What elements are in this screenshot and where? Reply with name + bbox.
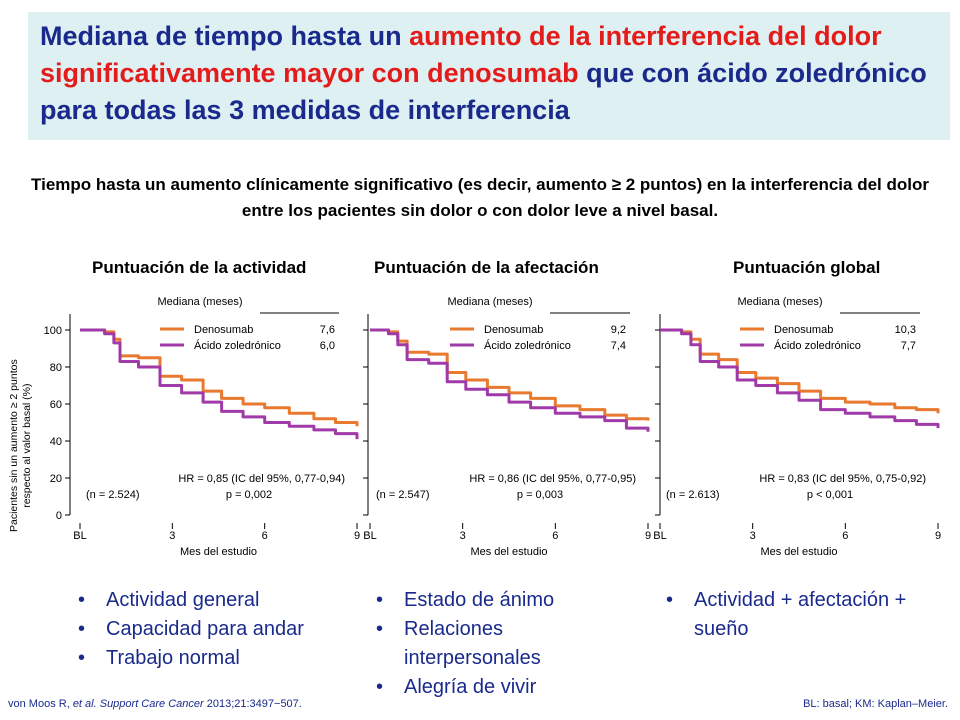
km-curve-zoledronic — [370, 328, 650, 432]
legend-value: 7,7 — [901, 340, 916, 352]
reference: von Moos R, et al. Support Care Cancer 2… — [8, 698, 302, 710]
legend-value: 7,6 — [320, 324, 335, 336]
hazard-ratio-text: HR = 0,86 (IC del 95%, 0,77-0,95) — [469, 473, 636, 485]
km-curve-zoledronic — [660, 328, 940, 429]
reference-citation: 2013;21:3497−507. — [203, 698, 302, 710]
legend-header: Mediana (meses) — [158, 296, 243, 308]
x-tick-label: 6 — [552, 530, 558, 542]
x-tick-label: 3 — [750, 530, 756, 542]
panel-title-affectation: Puntuación de la afectación — [374, 258, 599, 277]
bullet-list-affectation: Estado de ánimo Relaciones interpersonal… — [372, 586, 572, 702]
bullet-list-global: Actividad + afectación + sueño — [662, 586, 942, 644]
legend-label: Denosumab — [484, 324, 543, 336]
p-value-text: p = 0,003 — [517, 489, 563, 501]
km-curve-denosumab — [660, 328, 940, 414]
bullet-item: Estado de ánimo — [372, 586, 572, 615]
panel-title-activity: Puntuación de la actividad — [92, 258, 307, 277]
x-tick-label: 9 — [645, 530, 651, 542]
bullet-list-activity: Actividad general Capacidad para andar T… — [74, 586, 304, 673]
slide-title: Mediana de tiempo hasta un aumento de la… — [40, 18, 940, 129]
legend-label: Ácido zoledrónico — [194, 339, 281, 352]
p-value-text: p = 0,002 — [226, 489, 272, 501]
x-tick-label: 9 — [354, 530, 360, 542]
reference-etal: et al. — [72, 698, 97, 710]
panel-title-global: Puntuación global — [733, 258, 881, 277]
y-tick-label: 0 — [56, 510, 62, 522]
sample-size-text: (n = 2.524) — [86, 489, 140, 501]
y-tick-label: 20 — [50, 473, 62, 485]
bullet-item: Actividad general — [74, 586, 304, 615]
bullet-item: Trabajo normal — [74, 644, 304, 673]
x-tick-label: 6 — [262, 530, 268, 542]
y-tick-label: 60 — [50, 399, 62, 411]
hazard-ratio-text: HR = 0,83 (IC del 95%, 0,75-0,92) — [759, 473, 926, 485]
title-text-end: que con ácido zoledrónico para todas las… — [40, 58, 927, 125]
x-tick-label: BL — [363, 530, 376, 542]
bullet-item: Capacidad para andar — [74, 615, 304, 644]
x-tick-label: 9 — [935, 530, 941, 542]
slide-subtitle: Tiempo hasta un aumento clínicamente sig… — [31, 175, 929, 220]
legend-label: Denosumab — [194, 324, 253, 336]
hazard-ratio-text: HR = 0,85 (IC del 95%, 0,77-0,94) — [178, 473, 345, 485]
legend-value: 9,2 — [611, 324, 626, 336]
bullet-item: Alegría de vivir — [372, 673, 572, 702]
km-curve-denosumab — [80, 328, 359, 427]
y-tick-label: 80 — [50, 362, 62, 374]
legend-header: Mediana (meses) — [448, 296, 533, 308]
legend-value: 7,4 — [611, 340, 626, 352]
legend-value: 10,3 — [895, 324, 916, 336]
legend-label: Ácido zoledrónico — [484, 339, 571, 352]
km-curve-zoledronic — [80, 328, 359, 440]
x-tick-label: BL — [73, 530, 86, 542]
x-axis-label: Mes del estudio — [760, 546, 837, 558]
legend-header: Mediana (meses) — [738, 296, 823, 308]
x-tick-label: 6 — [842, 530, 848, 542]
reference-journal: Support Care Cancer — [96, 698, 204, 710]
y-tick-label: 40 — [50, 436, 62, 448]
title-banner: Mediana de tiempo hasta un aumento de la… — [28, 12, 950, 140]
sample-size-text: (n = 2.547) — [376, 489, 430, 501]
bullet-item: Relaciones interpersonales — [372, 615, 572, 673]
x-tick-label: 3 — [460, 530, 466, 542]
x-tick-label: 3 — [169, 530, 175, 542]
km-curve-denosumab — [370, 328, 650, 421]
legend-value: 6,0 — [320, 340, 335, 352]
y-tick-label: 100 — [44, 325, 62, 337]
x-axis-label: Mes del estudio — [470, 546, 547, 558]
abbreviations: BL: basal; KM: Kaplan–Meier. — [803, 698, 948, 710]
title-highlight: aumento de la interferencia del dolor si… — [40, 21, 882, 88]
p-value-text: p < 0,001 — [807, 489, 853, 501]
title-text-start: Mediana de tiempo hasta un — [40, 21, 410, 51]
legend-label: Ácido zoledrónico — [774, 339, 861, 352]
bullet-item: Actividad + afectación + sueño — [662, 586, 942, 644]
x-tick-label: BL — [653, 530, 666, 542]
sample-size-text: (n = 2.613) — [666, 489, 720, 501]
reference-authors: von Moos R, — [8, 698, 73, 710]
x-axis-label: Mes del estudio — [180, 546, 257, 558]
legend-label: Denosumab — [774, 324, 833, 336]
